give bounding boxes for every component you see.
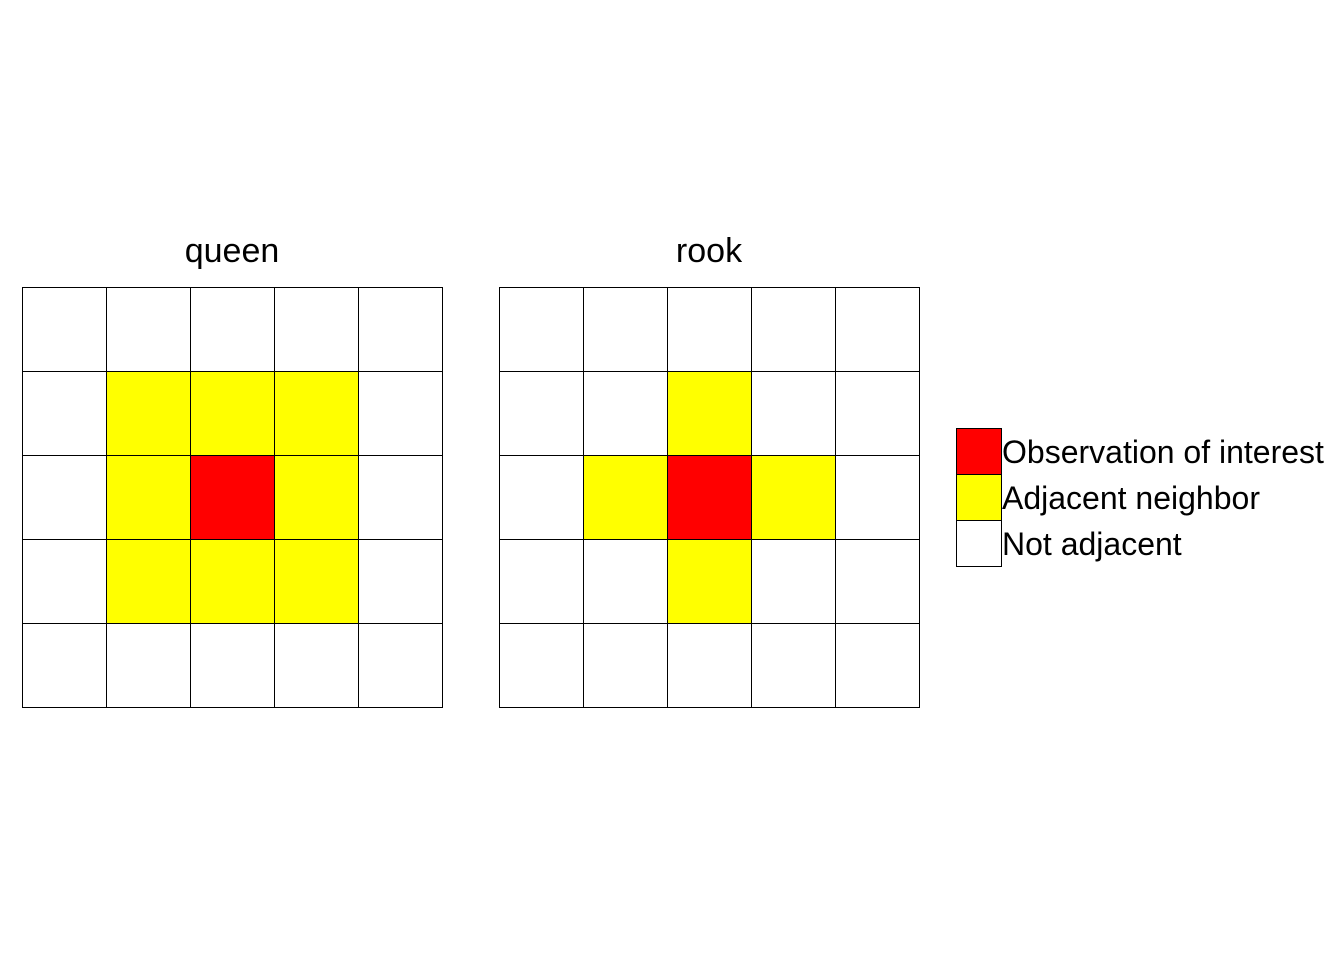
grid-cell-neighbor <box>106 455 191 540</box>
grid-cell-not-adjacent <box>499 371 584 456</box>
grid-cell-neighbor <box>190 539 275 624</box>
grid-cell-not-adjacent <box>499 539 584 624</box>
grid-cell-not-adjacent <box>835 539 920 624</box>
panel-rook: rook <box>499 232 920 708</box>
grid-cell-not-adjacent <box>274 287 359 372</box>
grid-cell-not-adjacent <box>667 623 752 708</box>
grid-cell-neighbor <box>106 539 191 624</box>
grid-cell-not-adjacent <box>583 623 668 708</box>
grid-cell-neighbor <box>751 455 836 540</box>
grid-cell-not-adjacent <box>22 539 107 624</box>
grid-cell-not-adjacent <box>358 623 443 708</box>
grid-cell-not-adjacent <box>190 623 275 708</box>
grid-cell-neighbor <box>190 371 275 456</box>
grid-cell-not-adjacent <box>22 287 107 372</box>
legend-item-observation: Observation of interest <box>956 428 1324 475</box>
grid-cell-not-adjacent <box>106 287 191 372</box>
grid-cell-not-adjacent <box>358 371 443 456</box>
grid-cell-observation <box>667 455 752 540</box>
grid-cell-not-adjacent <box>751 539 836 624</box>
grid-cell-not-adjacent <box>583 539 668 624</box>
legend-label: Adjacent neighbor <box>1002 480 1260 516</box>
grid-cell-neighbor <box>667 539 752 624</box>
grid-cell-not-adjacent <box>22 371 107 456</box>
grid-cell-not-adjacent <box>583 287 668 372</box>
grid-cell-neighbor <box>274 371 359 456</box>
grid-cell-not-adjacent <box>106 623 191 708</box>
grid-cell-not-adjacent <box>358 287 443 372</box>
grid-cell-not-adjacent <box>751 623 836 708</box>
grid-cell-not-adjacent <box>499 455 584 540</box>
legend-label: Not adjacent <box>1002 526 1182 562</box>
grid-cell-neighbor <box>106 371 191 456</box>
grid-cell-not-adjacent <box>751 371 836 456</box>
legend-item-not-adjacent: Not adjacent <box>956 520 1182 567</box>
legend-item-neighbor: Adjacent neighbor <box>956 474 1260 521</box>
grid-cell-not-adjacent <box>835 371 920 456</box>
grid-cell-neighbor <box>274 455 359 540</box>
grid-cell-not-adjacent <box>358 455 443 540</box>
panels: queen rook <box>22 232 920 708</box>
grid-cell-not-adjacent <box>499 623 584 708</box>
panel-queen: queen <box>22 232 443 708</box>
grid-cell-neighbor <box>274 539 359 624</box>
grid-cell-not-adjacent <box>190 287 275 372</box>
legend-key <box>956 474 1002 521</box>
panel-title: queen <box>185 232 280 270</box>
panel-title: rook <box>676 232 743 270</box>
legend-label: Observation of interest <box>1002 434 1324 470</box>
grid-cell-observation <box>190 455 275 540</box>
grid-cell-not-adjacent <box>751 287 836 372</box>
legend: Observation of interest Adjacent neighbor… <box>956 428 1324 567</box>
grid-cell-not-adjacent <box>835 287 920 372</box>
grid-cell-not-adjacent <box>358 539 443 624</box>
grid-cell-not-adjacent <box>274 623 359 708</box>
grid-cell-neighbor <box>667 371 752 456</box>
grid-cell-neighbor <box>583 455 668 540</box>
grid-cell-not-adjacent <box>583 371 668 456</box>
grid-cell-not-adjacent <box>499 287 584 372</box>
grid-cell-not-adjacent <box>22 623 107 708</box>
grid-cell-not-adjacent <box>667 287 752 372</box>
legend-key <box>956 428 1002 475</box>
grid-cell-not-adjacent <box>22 455 107 540</box>
legend-key <box>956 520 1002 567</box>
grid-cell-not-adjacent <box>835 623 920 708</box>
grid-cell-not-adjacent <box>835 455 920 540</box>
